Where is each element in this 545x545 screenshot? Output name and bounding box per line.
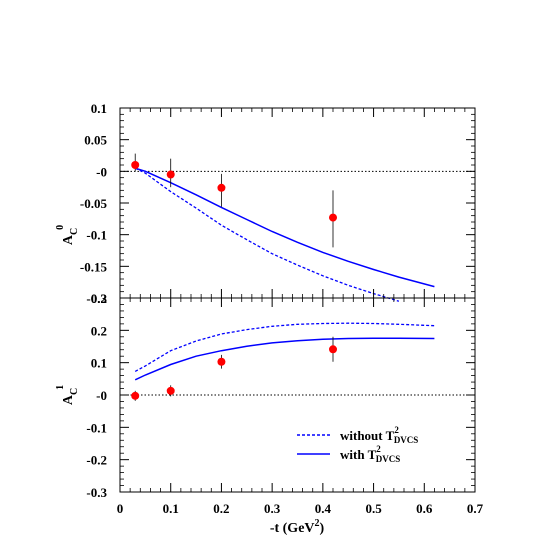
legend-entry-without: without T2 DVCS xyxy=(340,425,418,445)
x-axis-label: -t (GeV2) xyxy=(270,518,325,536)
x-tick-label: 0.4 xyxy=(315,501,332,516)
bottom-ylabel-sup: 1 xyxy=(55,385,66,390)
bot-y-tick-label: -0.3 xyxy=(86,485,107,500)
bottom-data-points xyxy=(131,336,337,401)
bottom-panel: 0.3 0.2 0.1 -0 -0.1 -0.2 -0.3 0 0.1 0.2 0.3 0.4 0.5… xyxy=(55,291,484,536)
top-panel: 0.1 0.05 -0 -0.05 -0.1 -0.15 -0.2 AC0 xyxy=(55,101,476,306)
xlabel-prefix: -t (GeV xyxy=(270,521,315,536)
bot-data-point-2 xyxy=(217,357,226,366)
x-ticks: 0 0.1 0.2 0.3 0.4 0.5 0.6 0.7 xyxy=(117,501,484,516)
x-tick-label: 0.6 xyxy=(416,501,433,516)
top-data-points xyxy=(131,153,337,248)
bot-y-tick-label: -0.2 xyxy=(86,453,107,468)
x-tick-label: 0.3 xyxy=(264,501,281,516)
top-y-tick-label: -0 xyxy=(96,164,107,179)
bottom-curves xyxy=(134,322,435,381)
bot-data-point-1 xyxy=(166,386,175,395)
top-y-axis-label: AC0 xyxy=(55,225,80,245)
xlabel-suffix: ) xyxy=(320,521,325,536)
bot-y-tick-label: -0 xyxy=(96,388,107,403)
legend-with-sup: 2 xyxy=(376,444,381,454)
top-y-tick-label: -0.1 xyxy=(86,228,107,243)
top-data-point-2 xyxy=(217,183,226,192)
bottom-ylabel-sub: C xyxy=(69,388,80,395)
top-plot-frame xyxy=(119,107,476,299)
legend-without-prefix: without T xyxy=(340,428,395,443)
x-tick-label: 0.1 xyxy=(163,501,179,516)
top-y-tick-label: -0.15 xyxy=(80,259,108,274)
bot-data-point-3 xyxy=(329,345,337,354)
x-tick-label: 0.7 xyxy=(467,501,484,516)
bot-series-dashed-line xyxy=(134,322,435,372)
top-y-ticks: 0.1 0.05 -0 -0.05 -0.1 -0.15 -0.2 xyxy=(80,101,476,306)
bot-data-point-0 xyxy=(131,391,140,400)
top-y-tick-label: 0.1 xyxy=(91,101,107,116)
bot-y-tick-label: -0.1 xyxy=(86,420,107,435)
top-ylabel-main: A xyxy=(61,234,76,245)
legend-with-sub: DVCS xyxy=(376,454,401,464)
x-tick-label: 0.5 xyxy=(365,501,382,516)
top-series-dashed-line xyxy=(134,167,400,302)
top-data-point-0 xyxy=(131,161,140,169)
x-tick-label: 0 xyxy=(117,501,124,516)
xlabel-sup: 2 xyxy=(315,518,320,529)
legend-without-sup: 2 xyxy=(394,425,399,435)
top-ylabel-sub: C xyxy=(69,228,80,235)
legend-entry-with: with T2 DVCS xyxy=(340,444,400,464)
top-y-tick-label: -0.2 xyxy=(86,291,107,306)
top-series-solid-line xyxy=(134,167,435,288)
legend: without T2 DVCS with T2 DVCS xyxy=(297,425,418,464)
bottom-y-axis-label: AC1 xyxy=(55,385,80,405)
top-y-tick-label: 0.05 xyxy=(84,133,107,148)
top-axes xyxy=(119,107,476,299)
top-data-point-1 xyxy=(166,170,175,179)
bot-y-tick-label: 0.1 xyxy=(91,356,107,371)
legend-without-sub: DVCS xyxy=(394,435,419,445)
bot-y-tick-label: 0.2 xyxy=(91,323,107,338)
bot-series-solid-line xyxy=(134,337,435,381)
x-tick-label: 0.2 xyxy=(213,501,229,516)
top-curves xyxy=(134,167,435,302)
bot-y-tick-label: 0.3 xyxy=(91,291,108,306)
legend-with-prefix: with T xyxy=(340,447,377,462)
top-ylabel-sup: 0 xyxy=(55,225,66,230)
top-y-tick-label: -0.05 xyxy=(80,196,108,211)
bottom-ylabel-main: A xyxy=(61,394,76,405)
bottom-y-ticks: 0.3 0.2 0.1 -0 -0.1 -0.2 -0.3 xyxy=(86,291,476,500)
top-data-point-3 xyxy=(329,213,337,222)
